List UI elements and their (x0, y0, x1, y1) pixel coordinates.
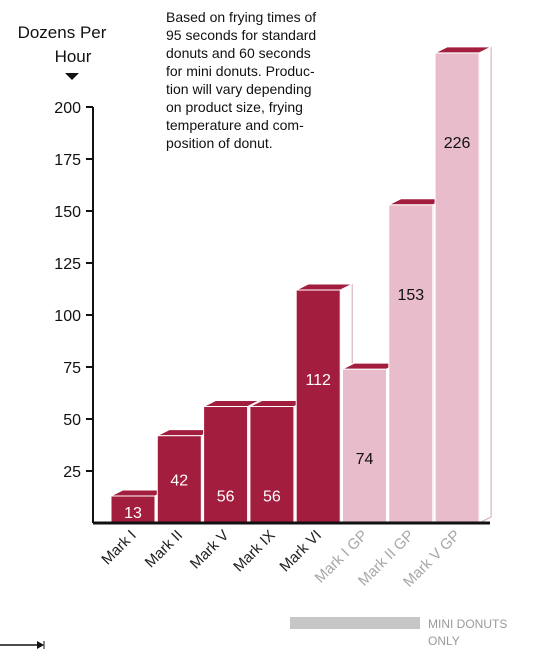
bar-front-face (434, 52, 480, 524)
y-tick-label: 200 (54, 100, 81, 117)
bar-value-label: 42 (170, 472, 188, 489)
bar-value-label: 56 (217, 489, 235, 506)
note-line-5: tion will vary depending (166, 81, 312, 97)
bars-layer: 13 42 56 56 112 74 153 226 (110, 46, 492, 524)
bar-value-label: 13 (124, 505, 142, 522)
note-line-2: 95 seconds for standard (166, 27, 316, 43)
y-tick-label: 100 (54, 308, 81, 325)
y-tick-label: 125 (54, 256, 81, 273)
arrow-right-icon (0, 641, 45, 649)
chart-note: Based on frying times of 95 seconds for … (166, 9, 316, 151)
bar-value-label: 56 (263, 489, 281, 506)
legend-label-line-2: ONLY (428, 634, 460, 648)
y-tick-label: 175 (54, 152, 81, 169)
bar-top-face (203, 400, 260, 408)
note-line-3: donuts and 60 seconds (166, 45, 311, 61)
bar-top-face (434, 46, 492, 54)
x-tick-label: Mark I (98, 527, 139, 568)
axis-layer: 25 50 75 100 125 150 175 200 (54, 100, 490, 525)
note-line-1: Based on frying times of (166, 9, 316, 25)
note-line-6: on product size, frying (166, 99, 303, 115)
y-tick-label: 75 (63, 360, 81, 377)
bar-value-label: 226 (444, 135, 471, 152)
x-tick-label: Mark IX (230, 527, 279, 576)
bar-4: 56 (249, 399, 307, 524)
legend: MINI DONUTS ONLY (290, 617, 507, 648)
bar-value-label: 112 (305, 372, 331, 389)
bar-value-label: 153 (397, 287, 424, 304)
y-tick-label: 150 (54, 204, 81, 221)
y-axis-title-line-2: Hour (55, 47, 92, 66)
down-triangle-icon (65, 73, 79, 80)
legend-swatch-mini-donuts (290, 617, 420, 629)
bar-value-label: 74 (356, 451, 374, 468)
bar-front-face (388, 204, 434, 524)
bar-front-face (342, 368, 387, 524)
x-tick-label: Mark V (187, 527, 233, 573)
x-tick-label: Mark II (142, 527, 186, 571)
bar-side-face (478, 46, 492, 524)
bar-8: 226 (434, 46, 492, 524)
y-tick-label: 50 (63, 412, 81, 429)
note-line-7: temperature and com- (166, 117, 304, 133)
bar-front-face (295, 289, 341, 524)
note-line-4: for mini donuts. Produc- (166, 63, 315, 79)
bar-front-face (203, 406, 249, 524)
bar-top-face (295, 283, 353, 291)
y-tick-label: 25 (63, 464, 81, 481)
note-line-8: position of donut. (166, 135, 273, 151)
bar-front-face (110, 495, 156, 524)
legend-label-line-1: MINI DONUTS (428, 617, 507, 631)
bar-front-face (156, 435, 202, 524)
y-axis-title-line-1: Dozens Per (18, 23, 107, 42)
